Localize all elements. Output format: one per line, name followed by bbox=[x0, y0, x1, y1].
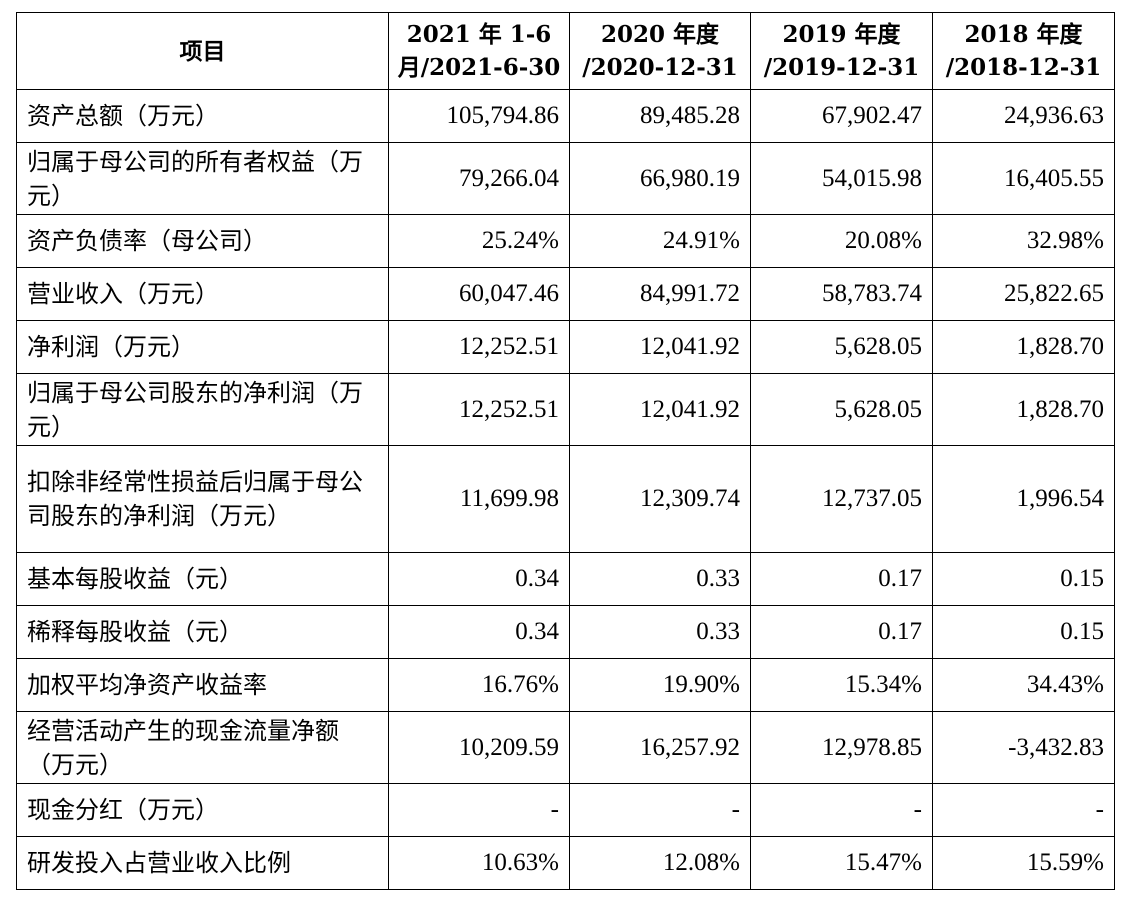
header-2021-h1-line1: 2021 年 1-6 bbox=[406, 21, 552, 48]
cell-value: 12,978.85 bbox=[750, 711, 933, 784]
cell-value: 89,485.28 bbox=[569, 89, 751, 143]
header-2018-line1: 2018 年度 bbox=[964, 21, 1083, 48]
cell-value: 20.08% bbox=[750, 214, 933, 268]
cell-value: - bbox=[569, 783, 751, 837]
cell-value: 54,015.98 bbox=[750, 142, 933, 215]
cell-value: 1,828.70 bbox=[932, 320, 1115, 374]
cell-value: 24.91% bbox=[569, 214, 751, 268]
row-label: 基本每股收益（元） bbox=[16, 552, 389, 606]
row-label: 研发投入占营业收入比例 bbox=[16, 836, 389, 890]
cell-value: 12,737.05 bbox=[750, 445, 933, 553]
table-row: 归属于母公司的所有者权益（万元） 79,266.04 66,980.19 54,… bbox=[16, 142, 1115, 215]
row-label: 净利润（万元） bbox=[16, 320, 389, 374]
row-label: 营业收入（万元） bbox=[16, 267, 389, 321]
cell-value: -3,432.83 bbox=[932, 711, 1115, 784]
header-2020-line1: 2020 年度 bbox=[600, 21, 720, 48]
cell-value: - bbox=[932, 783, 1115, 837]
cell-value: - bbox=[750, 783, 933, 837]
cell-value: 58,783.74 bbox=[750, 267, 933, 321]
cell-value: 5,628.05 bbox=[750, 373, 933, 446]
header-2019-line1: 2019 年度 bbox=[782, 21, 901, 48]
cell-value: 16,257.92 bbox=[569, 711, 751, 784]
header-2020: 2020 年度 /2020-12-31 bbox=[569, 12, 751, 90]
cell-value: 0.33 bbox=[569, 552, 751, 606]
cell-value: 10,209.59 bbox=[388, 711, 570, 784]
cell-value: 5,628.05 bbox=[750, 320, 933, 374]
row-label: 资产总额（万元） bbox=[16, 89, 389, 143]
cell-value: 84,991.72 bbox=[569, 267, 751, 321]
header-2020-line2: /2020-12-31 bbox=[582, 54, 738, 81]
cell-value: 105,794.86 bbox=[388, 89, 570, 143]
row-label: 归属于母公司股东的净利润（万元） bbox=[16, 373, 389, 446]
table-row: 净利润（万元） 12,252.51 12,041.92 5,628.05 1,8… bbox=[16, 320, 1115, 374]
cell-value: 0.34 bbox=[388, 605, 570, 659]
cell-value: 11,699.98 bbox=[388, 445, 570, 553]
header-2018: 2018 年度 /2018-12-31 bbox=[932, 12, 1115, 90]
cell-value: 0.15 bbox=[932, 552, 1115, 606]
cell-value: 79,266.04 bbox=[388, 142, 570, 215]
cell-value: 1,828.70 bbox=[932, 373, 1115, 446]
cell-value: 12.08% bbox=[569, 836, 751, 890]
table-row: 经营活动产生的现金流量净额（万元） 10,209.59 16,257.92 12… bbox=[16, 711, 1115, 784]
cell-value: 15.34% bbox=[750, 658, 933, 712]
cell-value: 0.33 bbox=[569, 605, 751, 659]
table-row: 研发投入占营业收入比例 10.63% 12.08% 15.47% 15.59% bbox=[16, 836, 1115, 890]
cell-value: 1,996.54 bbox=[932, 445, 1115, 553]
cell-value: 15.59% bbox=[932, 836, 1115, 890]
cell-value: 25,822.65 bbox=[932, 267, 1115, 321]
table-row: 扣除非经常性损益后归属于母公司股东的净利润（万元） 11,699.98 12,3… bbox=[16, 445, 1115, 553]
row-label: 稀释每股收益（元） bbox=[16, 605, 389, 659]
header-2021-h1-line2: 月/2021-6-30 bbox=[397, 54, 561, 81]
cell-value: 0.34 bbox=[388, 552, 570, 606]
header-2021-h1: 2021 年 1-6 月/2021-6-30 bbox=[388, 12, 570, 90]
cell-value: 0.17 bbox=[750, 552, 933, 606]
header-2019-line2: /2019-12-31 bbox=[763, 54, 920, 81]
cell-value: 60,047.46 bbox=[388, 267, 570, 321]
cell-value: - bbox=[388, 783, 570, 837]
header-2019: 2019 年度 /2019-12-31 bbox=[750, 12, 933, 90]
cell-value: 12,252.51 bbox=[388, 373, 570, 446]
cell-value: 10.63% bbox=[388, 836, 570, 890]
financial-summary-table: 项目 2021 年 1-6 月/2021-6-30 2020 年度 /2020-… bbox=[16, 12, 1115, 890]
cell-value: 15.47% bbox=[750, 836, 933, 890]
cell-value: 16.76% bbox=[388, 658, 570, 712]
cell-value: 34.43% bbox=[932, 658, 1115, 712]
cell-value: 16,405.55 bbox=[932, 142, 1115, 215]
table-row: 资产总额（万元） 105,794.86 89,485.28 67,902.47 … bbox=[16, 89, 1115, 143]
cell-value: 0.15 bbox=[932, 605, 1115, 659]
table-row: 营业收入（万元） 60,047.46 84,991.72 58,783.74 2… bbox=[16, 267, 1115, 321]
cell-value: 19.90% bbox=[569, 658, 751, 712]
cell-value: 12,041.92 bbox=[569, 373, 751, 446]
cell-value: 66,980.19 bbox=[569, 142, 751, 215]
cell-value: 12,309.74 bbox=[569, 445, 751, 553]
row-label: 现金分红（万元） bbox=[16, 783, 389, 837]
cell-value: 32.98% bbox=[932, 214, 1115, 268]
cell-value: 25.24% bbox=[388, 214, 570, 268]
row-label: 经营活动产生的现金流量净额（万元） bbox=[16, 711, 389, 784]
cell-value: 12,041.92 bbox=[569, 320, 751, 374]
row-label: 资产负债率（母公司） bbox=[16, 214, 389, 268]
table-row: 基本每股收益（元） 0.34 0.33 0.17 0.15 bbox=[16, 552, 1115, 606]
table-row: 稀释每股收益（元） 0.34 0.33 0.17 0.15 bbox=[16, 605, 1115, 659]
table-row: 现金分红（万元） - - - - bbox=[16, 783, 1115, 837]
cell-value: 0.17 bbox=[750, 605, 933, 659]
table-row: 加权平均净资产收益率 16.76% 19.90% 15.34% 34.43% bbox=[16, 658, 1115, 712]
table-row: 资产负债率（母公司） 25.24% 24.91% 20.08% 32.98% bbox=[16, 214, 1115, 268]
cell-value: 24,936.63 bbox=[932, 89, 1115, 143]
header-row: 项目 2021 年 1-6 月/2021-6-30 2020 年度 /2020-… bbox=[16, 12, 1115, 90]
header-item: 项目 bbox=[16, 12, 389, 90]
header-2018-line2: /2018-12-31 bbox=[945, 54, 1102, 81]
row-label: 加权平均净资产收益率 bbox=[16, 658, 389, 712]
row-label: 归属于母公司的所有者权益（万元） bbox=[16, 142, 389, 215]
cell-value: 12,252.51 bbox=[388, 320, 570, 374]
row-label: 扣除非经常性损益后归属于母公司股东的净利润（万元） bbox=[16, 445, 389, 553]
cell-value: 67,902.47 bbox=[750, 89, 933, 143]
table-row: 归属于母公司股东的净利润（万元） 12,252.51 12,041.92 5,6… bbox=[16, 373, 1115, 446]
